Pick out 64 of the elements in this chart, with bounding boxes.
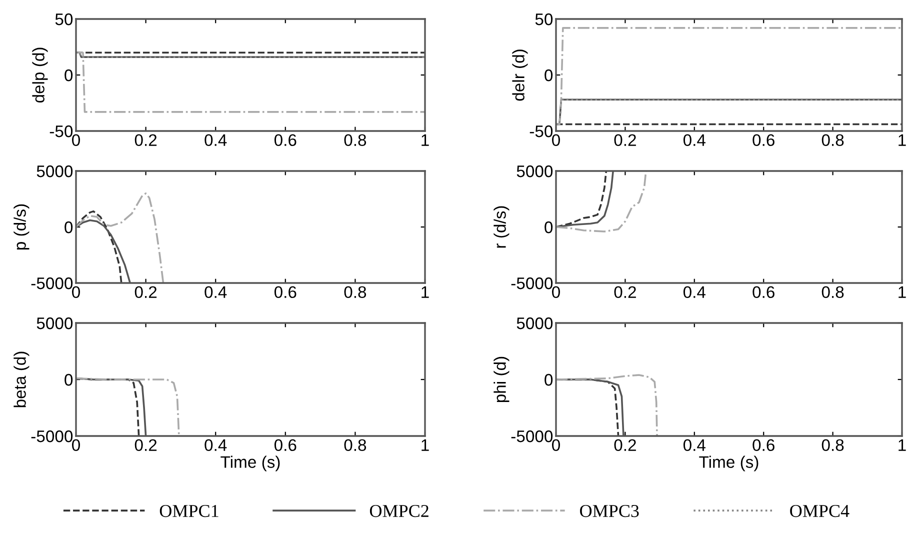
x-tick-label: 0.8 (822, 286, 844, 298)
y-axis-title: r (d/s) (494, 206, 510, 248)
legend-label: OMPC1 (160, 504, 218, 518)
x-tick-label: 0.4 (204, 286, 227, 298)
line-series (76, 192, 164, 283)
x-tick-label: 0.2 (614, 134, 636, 146)
x-tick-label: 0.4 (204, 439, 227, 452)
y-tick-label: -5000 (511, 277, 553, 290)
x-tick-label: 0.8 (344, 134, 366, 146)
x-tick-label: 0.6 (752, 286, 774, 298)
y-tick-label: 5000 (36, 317, 73, 330)
line-series (556, 374, 658, 436)
x-tick-label: 0.4 (683, 134, 706, 146)
x-tick-label: 1 (898, 134, 906, 146)
y-tick-label: -5000 (31, 277, 73, 290)
y-tick-label: -5000 (31, 430, 73, 442)
line-series (76, 210, 122, 283)
y-tick-label: 5000 (36, 165, 73, 178)
x-tick-label: 0.8 (822, 439, 844, 452)
x-tick-label: 1 (422, 286, 429, 298)
y-tick-label: 0 (544, 221, 553, 234)
x-tick-label: 1 (898, 439, 906, 451)
y-axis-title: p (d/s) (14, 204, 30, 250)
x-tick-label: 0.6 (274, 286, 296, 298)
y-tick-label: -50 (50, 125, 73, 138)
legend-label: OMPC2 (370, 504, 428, 518)
legend-label: OMPC3 (580, 504, 639, 518)
x-tick-label: 0.6 (752, 134, 774, 146)
y-tick-label: 0 (64, 221, 73, 234)
x-tick-label: 0.4 (204, 134, 227, 146)
x-tick-label: 0.6 (274, 439, 296, 452)
x-tick-label: 0.2 (134, 134, 157, 146)
y-axis-title: delr (d) (512, 50, 528, 101)
y-axis-title: phi (d) (494, 356, 510, 402)
y-axis-title: beta (d) (14, 352, 30, 408)
y-tick-label: -50 (530, 125, 553, 138)
x-tick-label: 1 (898, 286, 906, 298)
y-tick-label: 5000 (516, 317, 553, 330)
x-tick-label: 0.2 (614, 286, 636, 298)
y-tick-label: 0 (544, 374, 553, 386)
line-series (76, 377, 180, 436)
x-tick-label: 1 (422, 439, 429, 451)
x-axis-title: Time (s) (220, 456, 280, 472)
x-tick-label: 0.6 (752, 439, 774, 452)
y-tick-label: 0 (64, 69, 73, 82)
y-tick-label: 0 (544, 69, 553, 82)
legend-label: OMPC4 (790, 504, 850, 518)
x-tick-label: 0.6 (274, 134, 296, 146)
y-tick-label: 5000 (516, 165, 553, 178)
y-axis-title: delp (d) (32, 48, 48, 103)
x-tick-label: 0.2 (134, 286, 157, 298)
x-tick-label: 0.8 (344, 439, 366, 452)
x-tick-label: 0.4 (683, 286, 706, 298)
y-tick-label: -5000 (511, 430, 553, 442)
y-tick-label: 0 (64, 374, 73, 386)
y-tick-label: 50 (55, 13, 73, 26)
x-tick-label: 0.4 (683, 439, 706, 452)
y-tick-label: 50 (535, 13, 553, 26)
x-tick-label: 1 (422, 134, 429, 146)
x-axis-title: Time (s) (699, 456, 758, 472)
x-tick-label: 0.8 (822, 134, 844, 146)
x-tick-label: 0.8 (344, 286, 366, 298)
x-tick-label: 0.2 (134, 439, 157, 452)
x-tick-label: 0.2 (614, 439, 636, 452)
